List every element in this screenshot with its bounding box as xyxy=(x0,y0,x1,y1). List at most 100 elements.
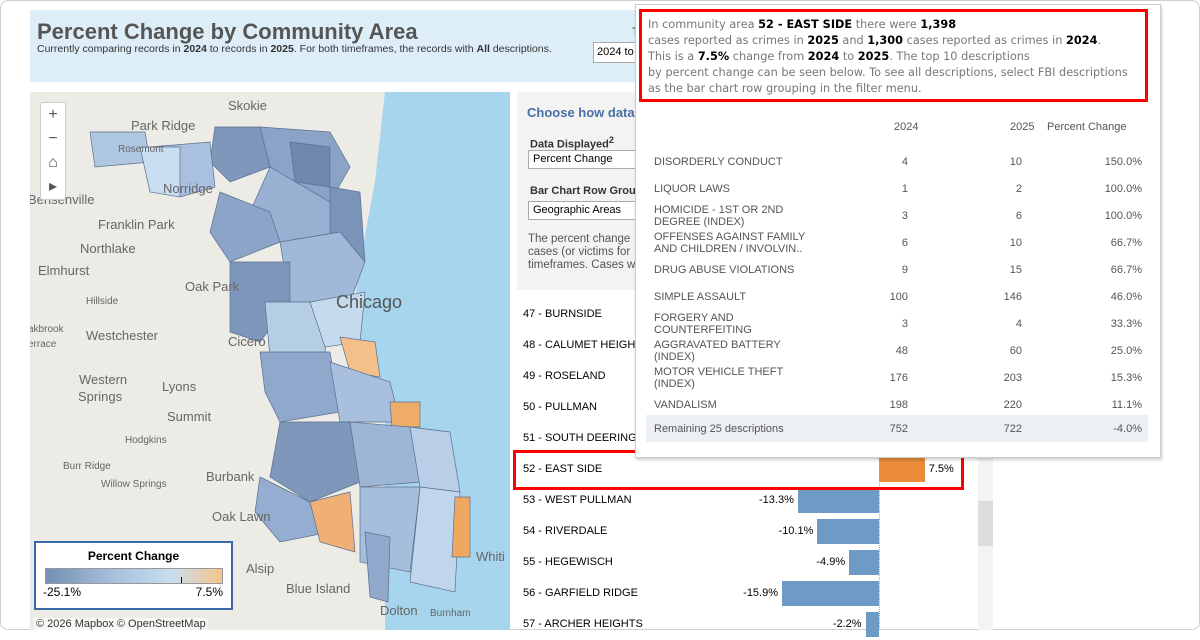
map-label: Dolton xyxy=(380,603,418,618)
summary-text: In community area xyxy=(648,18,759,31)
bar-row[interactable]: 51 - SOUTH DEERING xyxy=(517,423,977,454)
row-2024: 100 xyxy=(889,291,908,303)
map-label: Lyons xyxy=(162,379,197,394)
bar-row[interactable]: 50 - PULLMAN xyxy=(517,392,977,423)
zoom-in-button[interactable]: + xyxy=(48,106,58,123)
summary-area: 52 - EAST SIDE xyxy=(758,18,853,31)
bar-row-label: 54 - RIVERDALE xyxy=(523,525,608,537)
map-label: Burbank xyxy=(206,469,255,484)
summary-count: 1,398 xyxy=(920,18,957,31)
map-label: akbrook xyxy=(30,324,64,335)
map-label: Hillside xyxy=(86,296,119,307)
filter-heading: Choose how data xyxy=(527,105,635,120)
row-2025: 10 xyxy=(1009,156,1022,168)
bar-row-label: 49 - ROSELAND xyxy=(523,370,606,382)
color-legend: Percent Change -25.1% 7.5% xyxy=(34,541,233,610)
home-icon[interactable]: ⌂ xyxy=(48,154,58,171)
map-label: Elmhurst xyxy=(38,263,90,278)
bar[interactable] xyxy=(879,457,925,482)
map-label: Norridge xyxy=(163,181,213,196)
tooltip-table-row: HOMICIDE - 1ST OR 2ND DEGREE (INDEX) 3 6 10… xyxy=(646,203,1148,230)
lake-shore xyxy=(350,92,510,630)
summary-year: 2024 xyxy=(807,50,840,63)
bar-row-label: 52 - EAST SIDE xyxy=(523,463,603,475)
tooltip-remaining-row: Remaining 25 descriptions 752 722 -4.0% xyxy=(646,415,1148,442)
map-label-city: Chicago xyxy=(336,292,403,312)
row-2024: 48 xyxy=(895,345,908,357)
row-pct: 66.7% xyxy=(1110,237,1142,249)
map-label: Cicero xyxy=(228,334,266,349)
map-label: Burnham xyxy=(430,608,471,619)
map-label: Northlake xyxy=(80,241,136,256)
tooltip-table-row: MOTOR VEHICLE THEFT (INDEX) 176 203 15.3% xyxy=(646,365,1148,392)
map-label: Oak Lawn xyxy=(212,509,271,524)
bar-row-label: 48 - CALUMET HEIGH xyxy=(523,339,636,351)
row-pct: 15.3% xyxy=(1110,372,1142,384)
map[interactable]: Skokie Park Ridge Rosemont Norridge Bens… xyxy=(30,92,510,630)
row-2025: 10 xyxy=(1009,237,1022,249)
tooltip-table-row: DRUG ABUSE VIOLATIONS 9 15 66.7% xyxy=(646,257,1148,284)
bar-value-label: -13.3% xyxy=(759,494,794,506)
summary-count: 1,300 xyxy=(867,34,904,47)
zero-line xyxy=(879,295,880,630)
subtitle: Currently comparing records in 2024 to r… xyxy=(37,43,552,55)
bar[interactable] xyxy=(797,488,879,513)
summary-text: . xyxy=(1097,34,1102,47)
expand-icon[interactable]: ▸ xyxy=(48,178,58,195)
bar[interactable] xyxy=(817,519,879,544)
bar-row-label: 50 - PULLMAN xyxy=(523,401,597,413)
tooltip-table-row: FORGERY AND COUNTERFEITING 3 4 33.3% xyxy=(646,311,1148,338)
row-2025: 6 xyxy=(1015,210,1022,222)
legend-gradient xyxy=(45,568,223,584)
bar-row[interactable]: 47 - BURNSIDE xyxy=(517,299,977,330)
summary-text: and xyxy=(838,34,868,47)
row-pct: -4.0% xyxy=(1113,423,1142,435)
summary-text: by percent change can be seen below. To … xyxy=(648,66,1128,79)
map-canvas xyxy=(89,92,510,630)
bar-row-label: 57 - ARCHER HEIGHTS xyxy=(523,618,643,630)
col-header-2025: 2025 xyxy=(1010,121,1035,133)
bar-row[interactable]: 49 - ROSELAND xyxy=(517,361,977,392)
map-label: Whiti xyxy=(476,549,505,564)
map-label: Park Ridge xyxy=(131,118,196,133)
zoom-out-button[interactable]: − xyxy=(48,130,58,147)
bar[interactable] xyxy=(782,581,879,606)
subtitle-text: to records in xyxy=(206,43,271,55)
bar-row[interactable]: 56 - GARFIELD RIDGE -15.9% xyxy=(517,578,977,609)
map-label: Summit xyxy=(167,409,212,424)
row-description: AGGRAVATED BATTERY (INDEX) xyxy=(654,339,781,363)
bar-row[interactable]: 52 - EAST SIDE 7.5% xyxy=(517,454,977,485)
scrollbar-thumb[interactable] xyxy=(978,501,993,546)
map-label: Hodgkins xyxy=(125,435,167,446)
bar[interactable] xyxy=(865,612,879,637)
bar-chart: 47 - BURNSIDE 48 - CALUMET HEIGH 49 - ROSE… xyxy=(517,295,977,637)
map-label: Franklin Park xyxy=(98,217,175,232)
row-2025: 220 xyxy=(1003,399,1022,411)
page-title: Percent Change by Community Area xyxy=(37,19,418,44)
bar[interactable] xyxy=(849,550,879,575)
bar-row[interactable]: 48 - CALUMET HEIGH xyxy=(517,330,977,361)
bar-row[interactable]: 53 - WEST PULLMAN -13.3% xyxy=(517,485,977,516)
map-label: Oak Park xyxy=(185,279,240,294)
subtitle-desc: All xyxy=(476,43,490,55)
row-description: DRUG ABUSE VIOLATIONS xyxy=(654,264,795,276)
map-label: Westchester xyxy=(86,328,159,343)
map-attribution[interactable]: © 2026 Mapbox © OpenStreetMap xyxy=(34,618,208,630)
col-header-pct: Percent Change xyxy=(1047,121,1127,133)
bar-row-label: 51 - SOUTH DEERING xyxy=(523,432,637,444)
community-areas xyxy=(89,126,471,603)
row-2024: 1 xyxy=(901,183,908,195)
summary-text: cases reported as crimes in xyxy=(648,34,808,47)
summary-text: change from xyxy=(729,50,808,63)
bar-row-label: 55 - HEGEWISCH xyxy=(523,556,613,568)
map-label: errace xyxy=(30,339,57,350)
row-2024: 6 xyxy=(901,237,908,249)
map-label: Blue Island xyxy=(286,581,351,596)
row-pct: 100.0% xyxy=(1104,183,1142,195)
bar-row[interactable]: 57 - ARCHER HEIGHTS -2.2% xyxy=(517,609,977,640)
bar-row[interactable]: 55 - HEGEWISCH -4.9% xyxy=(517,547,977,578)
legend-zero-tick xyxy=(181,577,182,583)
row-description: HOMICIDE - 1ST OR 2ND DEGREE (INDEX) xyxy=(654,204,784,228)
grouping-label: Bar Chart Row Grou xyxy=(530,185,636,197)
bar-row[interactable]: 54 - RIVERDALE -10.1% xyxy=(517,516,977,547)
